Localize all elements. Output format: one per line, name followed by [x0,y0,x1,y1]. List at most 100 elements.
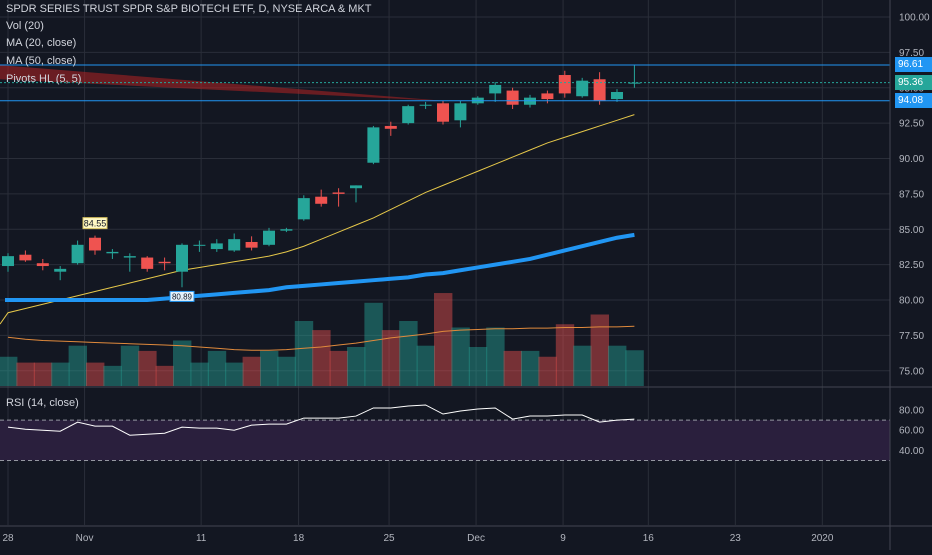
x-tick-label: 2020 [811,533,834,544]
volume-bar [242,356,261,386]
ma20-line [0,114,635,325]
x-tick-label: 16 [643,533,655,544]
candle-body [593,79,606,101]
volume-bars [0,293,644,386]
candle-body [454,103,467,121]
candle-body [419,104,432,106]
y-tick-label: 80.00 [899,296,924,307]
legend-pivots[interactable]: Pivots HL (5, 5) [6,73,82,85]
candle-body [437,103,449,122]
candle-body [541,93,554,100]
candle-body [402,106,415,124]
volume-bar [33,362,53,386]
volume-bar [103,365,122,386]
volume-bar [155,365,174,386]
x-tick-label: 25 [383,533,395,544]
volume-bar [538,356,557,386]
candle-body [332,192,345,194]
y-tick-label: 97.50 [899,48,924,59]
x-tick-label: 23 [730,533,742,544]
candle-body [2,256,14,267]
x-tick-label: 28 [2,533,14,544]
candle-body [158,261,171,264]
rsi-band [0,420,890,461]
price-tag-bottom: 94.08 [895,93,932,108]
candle-body [350,185,362,189]
volume-bar [608,345,627,386]
volume-bar [225,362,244,386]
price-tag-top: 96.61 [895,57,932,72]
volume-bar [590,314,609,386]
price-tag-close: 95.36 [895,75,932,90]
y-tick-label: 77.50 [899,331,924,342]
volume-bar [277,356,296,386]
pivot-high-label: 84.55 [84,219,107,229]
y-tick-label: 87.50 [899,189,924,200]
volume-bar [468,347,488,386]
candle-body [558,75,571,94]
candle-body [141,257,154,269]
candle-body [19,254,32,261]
legend-ma50[interactable]: MA (50, close) [6,55,77,67]
pivot-high-box [82,217,108,230]
candle-body [506,90,519,105]
candle-body [297,198,310,220]
volume-bar [294,321,314,386]
volume-bar [399,321,418,386]
y-tick-label: 100.00 [899,13,930,24]
volume-bar [451,327,470,386]
candles [2,64,641,288]
volume-bar [0,356,18,386]
pivot-labels: 84.55 80.89 [82,217,195,302]
candle-body [384,125,397,129]
candle-body [193,244,206,246]
volume-bar [486,327,505,386]
volume-bar [381,330,401,386]
volume-bar [347,347,366,386]
y-tick-label: 75.00 [899,366,924,377]
volume-bar [173,340,192,386]
y-tick-label: 85.00 [899,225,924,236]
candle-body [228,239,241,251]
volume-bar [51,362,70,386]
volume-bar [521,350,540,386]
volume-bar [555,324,575,386]
candle-body [628,82,641,84]
x-tick-label: Nov [76,533,94,544]
legend-ma20[interactable]: MA (20, close) [6,37,77,49]
volume-bar [86,362,105,386]
y-tick-label: 82.50 [899,260,924,271]
volume-bar [364,302,383,386]
candle-body [54,268,67,272]
volume-bar [434,293,453,386]
candle-body [489,84,502,94]
x-tick-label: Dec [467,533,485,544]
candle-body [210,243,223,250]
candle-body [106,251,119,254]
rsi-band-group [0,419,890,461]
volume-bar [329,350,348,386]
candle-body [367,127,380,163]
candle-body [176,244,188,272]
volume-bar [312,330,331,386]
rsi-tick-label: 80.00 [899,406,924,417]
legend-rsi[interactable]: RSI (14, close) [6,397,79,409]
legend-vol[interactable]: Vol (20) [6,20,44,32]
volume-bar [120,345,140,386]
y-tick-label: 92.50 [899,119,924,130]
volume-bar [68,345,87,386]
volume-bar [416,345,435,386]
pivot-low-box [169,290,195,302]
rsi-tick-label: 40.00 [899,446,924,457]
candle-body [123,256,136,258]
ma50-line [5,232,635,302]
volume-bar [573,345,592,386]
x-tick-label: 18 [293,533,305,544]
candle-body [71,244,84,264]
candle-body [315,196,328,204]
volume-bar [16,362,35,386]
candle-body [245,241,258,248]
volume-ma-line [7,325,635,351]
